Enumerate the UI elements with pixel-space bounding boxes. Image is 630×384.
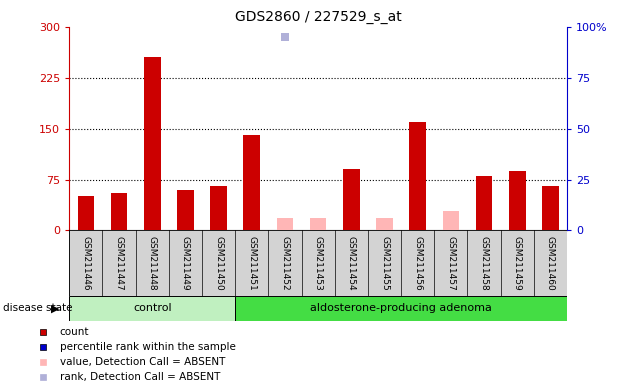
Text: control: control [133, 303, 171, 313]
Text: GSM211451: GSM211451 [248, 236, 256, 290]
Text: aldosterone-producing adenoma: aldosterone-producing adenoma [310, 303, 492, 313]
Bar [410, 122, 426, 230]
Bar [310, 218, 326, 230]
Bar [376, 218, 393, 230]
Text: count: count [60, 327, 89, 337]
Bar [509, 171, 525, 230]
Text: ▶: ▶ [52, 303, 60, 313]
Text: GSM211452: GSM211452 [280, 236, 289, 290]
Bar [69, 296, 235, 321]
Text: GSM211447: GSM211447 [115, 236, 123, 290]
Bar [542, 186, 559, 230]
Bar [77, 197, 94, 230]
Text: value, Detection Call = ABSENT: value, Detection Call = ABSENT [60, 357, 226, 367]
Text: GSM211456: GSM211456 [413, 236, 422, 290]
Text: GSM211450: GSM211450 [214, 236, 223, 290]
Title: GDS2860 / 227529_s_at: GDS2860 / 227529_s_at [235, 10, 401, 25]
Text: GSM211458: GSM211458 [479, 236, 488, 290]
Bar [243, 136, 260, 230]
Text: GSM211455: GSM211455 [380, 236, 389, 290]
Text: GSM211453: GSM211453 [314, 236, 323, 290]
Text: GSM211457: GSM211457 [447, 236, 455, 290]
Text: GSM211460: GSM211460 [546, 236, 555, 290]
Text: rank, Detection Call = ABSENT: rank, Detection Call = ABSENT [60, 372, 220, 382]
Text: GSM211448: GSM211448 [148, 236, 157, 290]
Bar [210, 186, 227, 230]
Bar [442, 212, 459, 230]
Text: GSM211459: GSM211459 [513, 236, 522, 290]
Bar [144, 58, 161, 230]
Text: GSM211449: GSM211449 [181, 236, 190, 290]
Bar [177, 190, 194, 230]
Bar [111, 193, 127, 230]
Bar [277, 218, 293, 230]
Text: GSM211454: GSM211454 [347, 236, 356, 290]
Bar [235, 296, 567, 321]
Bar [476, 176, 493, 230]
Text: percentile rank within the sample: percentile rank within the sample [60, 342, 236, 352]
Text: GSM211446: GSM211446 [81, 236, 90, 290]
Text: disease state: disease state [3, 303, 72, 313]
Bar [343, 169, 360, 230]
